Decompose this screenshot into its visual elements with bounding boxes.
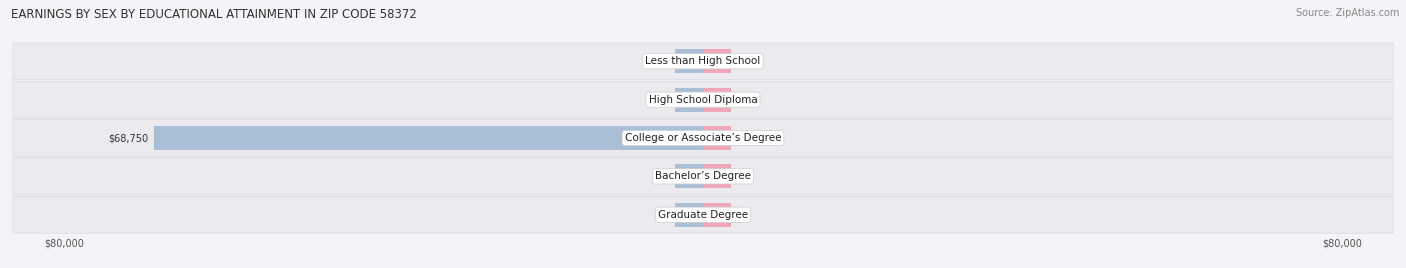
Text: $0: $0 xyxy=(737,171,748,181)
Text: High School Diploma: High School Diploma xyxy=(648,95,758,105)
FancyBboxPatch shape xyxy=(13,196,1393,233)
Bar xyxy=(675,203,703,227)
Text: $0: $0 xyxy=(658,210,669,220)
Text: $0: $0 xyxy=(658,95,669,105)
Text: $0: $0 xyxy=(737,56,748,66)
Text: Source: ZipAtlas.com: Source: ZipAtlas.com xyxy=(1295,8,1399,18)
Text: College or Associate’s Degree: College or Associate’s Degree xyxy=(624,133,782,143)
Bar xyxy=(675,88,703,111)
Bar xyxy=(703,49,731,73)
Text: EARNINGS BY SEX BY EDUCATIONAL ATTAINMENT IN ZIP CODE 58372: EARNINGS BY SEX BY EDUCATIONAL ATTAINMEN… xyxy=(11,8,418,21)
Text: $0: $0 xyxy=(658,171,669,181)
Text: $68,750: $68,750 xyxy=(108,133,149,143)
Bar xyxy=(153,126,703,150)
Text: Bachelor’s Degree: Bachelor’s Degree xyxy=(655,171,751,181)
Bar xyxy=(703,126,731,150)
FancyBboxPatch shape xyxy=(13,120,1393,157)
Text: Less than High School: Less than High School xyxy=(645,56,761,66)
Bar xyxy=(675,49,703,73)
FancyBboxPatch shape xyxy=(13,81,1393,118)
FancyBboxPatch shape xyxy=(13,158,1393,195)
Text: $0: $0 xyxy=(737,133,748,143)
FancyBboxPatch shape xyxy=(13,43,1393,80)
Bar xyxy=(703,165,731,188)
Bar xyxy=(703,203,731,227)
Text: Graduate Degree: Graduate Degree xyxy=(658,210,748,220)
Text: $0: $0 xyxy=(737,210,748,220)
Bar xyxy=(703,88,731,111)
Text: $0: $0 xyxy=(658,56,669,66)
Text: $0: $0 xyxy=(737,95,748,105)
Bar xyxy=(675,165,703,188)
